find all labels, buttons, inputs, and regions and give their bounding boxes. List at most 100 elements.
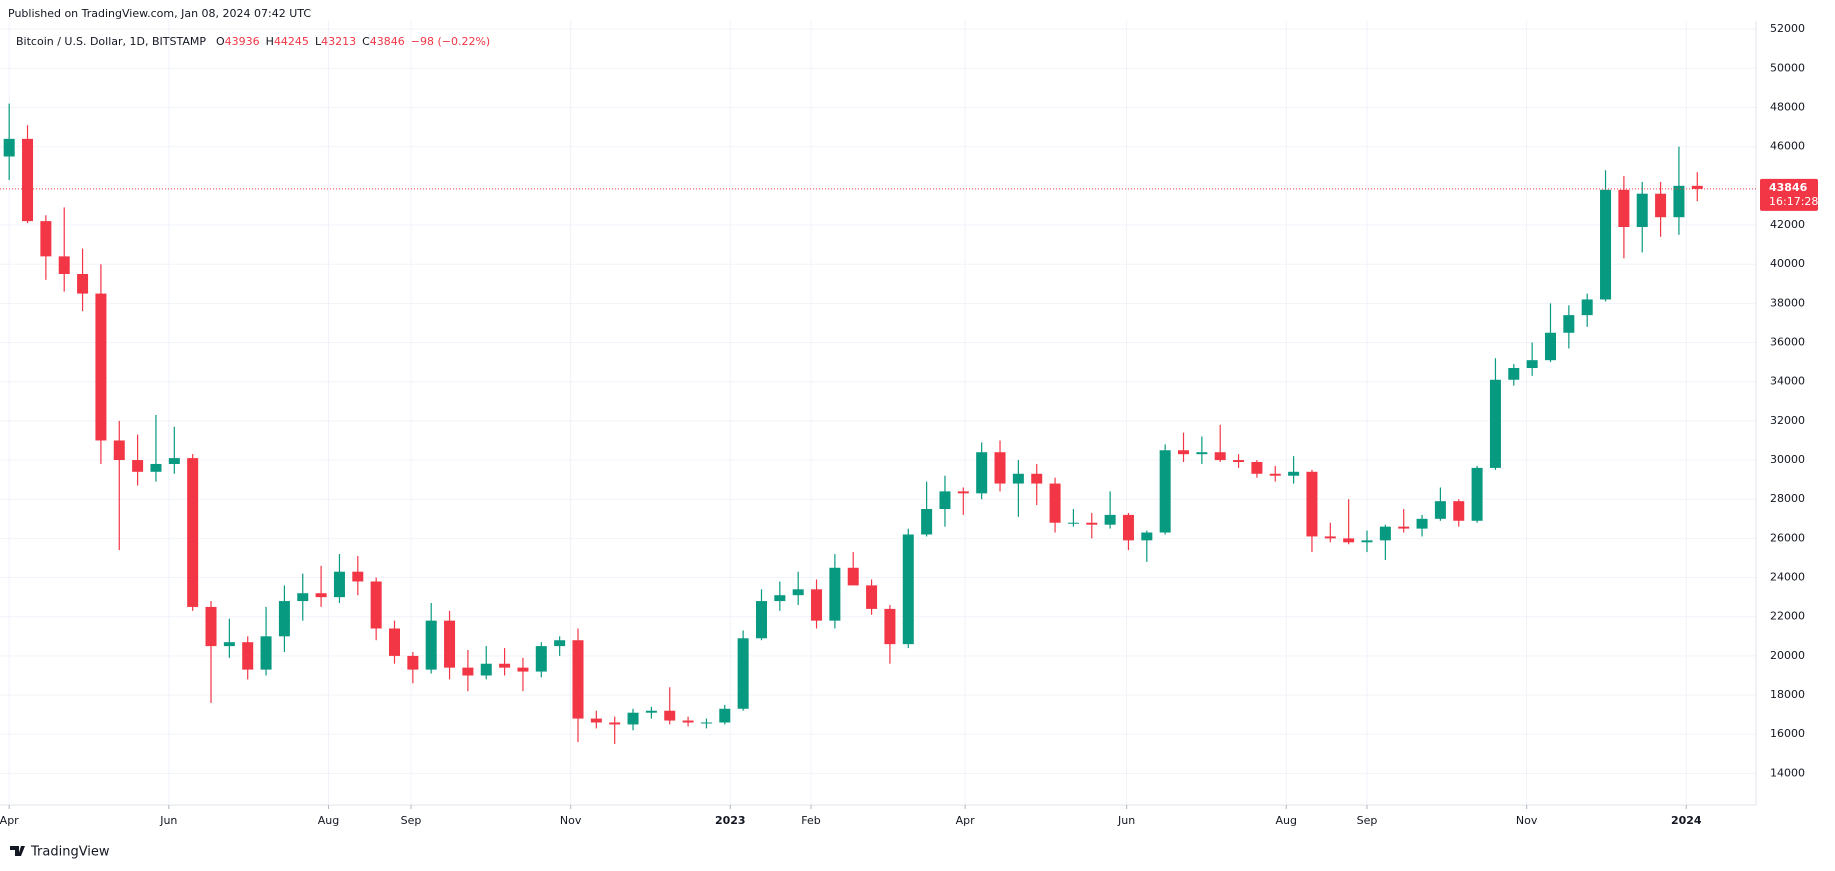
candle-body	[407, 655, 419, 670]
candle-body	[627, 712, 639, 725]
candle-body	[1526, 360, 1538, 369]
legend: Bitcoin / U.S. Dollar, 1D, BITSTAMP O4393…	[16, 35, 490, 48]
legend-o-value: 43936	[225, 35, 260, 48]
candle-body	[1214, 452, 1226, 461]
candle-body	[370, 581, 382, 629]
candle-body	[755, 601, 767, 639]
candle-body	[315, 593, 327, 598]
candle-body	[1012, 473, 1024, 484]
candle-body	[737, 638, 749, 709]
candle-body	[333, 571, 345, 598]
candle-body	[278, 601, 290, 637]
y-tick-label: 16000	[1770, 727, 1805, 740]
candle-body	[572, 640, 584, 719]
candle-body	[1178, 450, 1190, 455]
legend-o-label: O	[216, 35, 225, 48]
y-tick-label: 24000	[1770, 571, 1805, 584]
candle-body	[1398, 526, 1410, 529]
candle-body	[1343, 538, 1355, 543]
logo: TradingView	[10, 845, 110, 860]
candle-body	[1434, 501, 1446, 519]
candle-body	[939, 491, 951, 510]
candle-body	[132, 460, 144, 472]
candle-body	[921, 509, 933, 535]
candle-body	[1086, 522, 1098, 525]
candle-body	[774, 595, 786, 602]
x-tick-label: Apr	[956, 814, 976, 827]
candle-body	[1049, 483, 1061, 523]
candle-body	[1251, 462, 1263, 474]
candle-body	[1361, 540, 1373, 543]
plot	[3, 103, 1703, 745]
candle-body	[297, 593, 309, 602]
legend-l-label: L	[315, 35, 322, 48]
candle-body	[58, 256, 70, 274]
candle-body	[22, 138, 34, 222]
y-tick-label: 20000	[1770, 649, 1805, 662]
candle-body	[902, 534, 914, 645]
legend-c-value: 43846	[370, 35, 405, 48]
candle-body	[1636, 193, 1648, 227]
candle-body	[829, 567, 841, 621]
price-tag	[1760, 178, 1818, 211]
candle-body	[535, 646, 547, 672]
x-tick-label: 2023	[715, 814, 746, 827]
x-tick-label: Nov	[1516, 814, 1538, 827]
legend-h-label: H	[266, 35, 274, 48]
candle-body	[1618, 189, 1630, 227]
footer: TradingView	[30, 845, 110, 860]
candle-body	[40, 221, 52, 257]
y-tick-label: 32000	[1770, 414, 1805, 427]
y-tick-label: 28000	[1770, 492, 1805, 505]
candle-body	[1691, 185, 1703, 189]
candle-body	[1471, 467, 1483, 521]
candle-body	[517, 667, 529, 672]
candle-body	[1581, 299, 1593, 316]
y-tick-label: 30000	[1770, 453, 1805, 466]
candle-body	[480, 663, 492, 676]
x-tick-label: Jun	[159, 814, 177, 827]
candle-body	[1600, 189, 1612, 300]
y-tick-label: 42000	[1770, 218, 1805, 231]
legend-h-value: 44245	[274, 35, 309, 48]
legend-change: −98 (−0.22%)	[411, 35, 490, 48]
candle-body	[1141, 532, 1153, 541]
x-tick-label: Feb	[801, 814, 820, 827]
y-tick-label: 46000	[1770, 140, 1805, 153]
x-tick-label: Jun	[1117, 814, 1135, 827]
candle-body	[1122, 514, 1134, 541]
x-tick-label: Aug	[1276, 814, 1297, 827]
candle-body	[645, 710, 657, 713]
candle-body	[260, 636, 272, 670]
candle-body	[1104, 514, 1116, 525]
candle-body	[95, 293, 107, 441]
candle-body	[205, 606, 217, 647]
candle-body	[223, 642, 235, 647]
candle-body	[462, 667, 474, 676]
candle-body	[1489, 379, 1501, 468]
y-tick-label: 14000	[1770, 766, 1805, 779]
candle-body	[957, 491, 969, 494]
candle-body	[242, 642, 254, 670]
candle-body	[1067, 522, 1079, 524]
candle-body	[1159, 450, 1171, 533]
y-tick-label: 50000	[1770, 61, 1805, 74]
candle-body	[425, 620, 437, 670]
candle-body	[1379, 526, 1391, 541]
candle-body	[792, 589, 804, 596]
candle-body	[554, 640, 566, 647]
candle-body	[168, 458, 180, 464]
candle-body	[847, 567, 859, 586]
candle-body	[866, 585, 878, 609]
candle-body	[1453, 501, 1465, 521]
candle-body	[77, 273, 89, 294]
candle-body	[499, 663, 511, 668]
x-tick-label: Sep	[401, 814, 422, 827]
candle-body	[1544, 332, 1556, 361]
y-tick-label: 34000	[1770, 375, 1805, 388]
candle-body	[388, 628, 401, 656]
candle-body	[187, 458, 199, 607]
grid	[0, 21, 1756, 805]
candle-body	[609, 722, 621, 725]
